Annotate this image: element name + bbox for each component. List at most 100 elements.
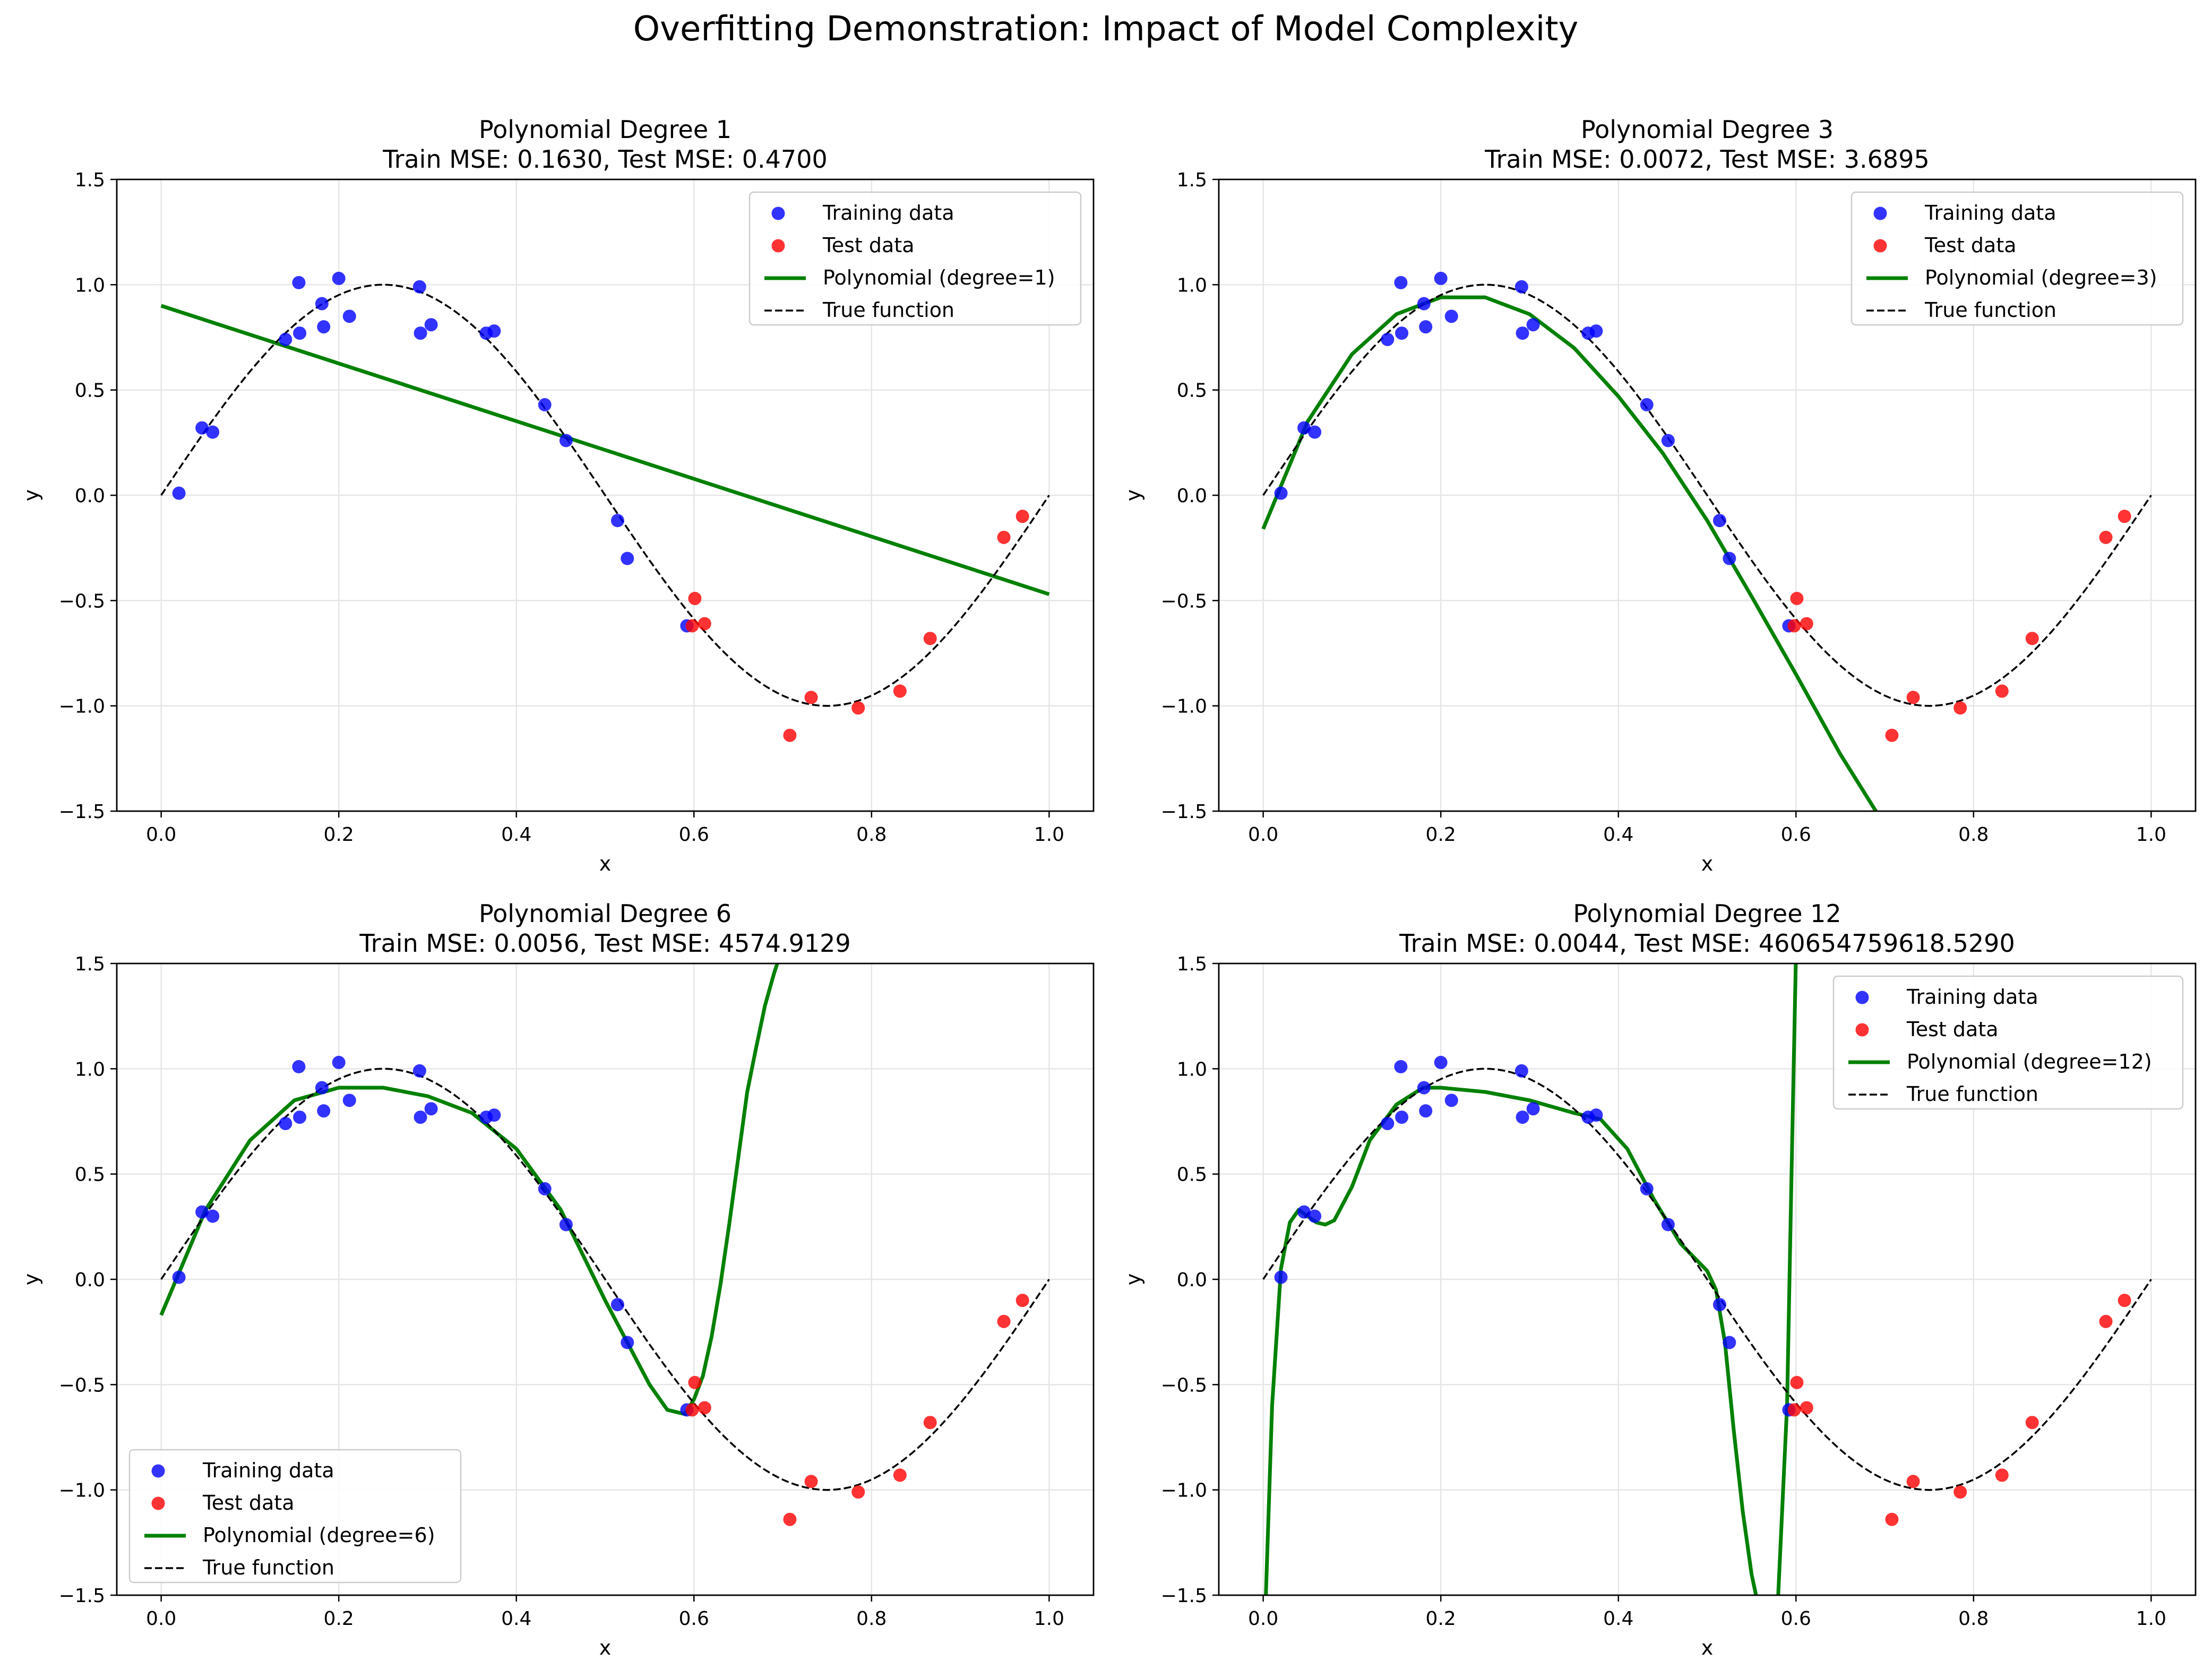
test-data-point <box>1953 1485 1967 1499</box>
legend-label: True function <box>1924 298 2056 322</box>
y-tick-label: 0.0 <box>75 1269 105 1291</box>
training-data-point <box>1419 320 1433 334</box>
training-data-point <box>292 1060 306 1073</box>
test-data-point <box>1015 510 1029 523</box>
y-tick-label: −0.5 <box>59 1374 105 1396</box>
polynomial-fit-line <box>160 304 1050 596</box>
x-axis-label: x <box>599 1636 612 1659</box>
x-tick-label: 0.2 <box>324 824 354 846</box>
test-data-point <box>893 1468 907 1482</box>
legend-label: True function <box>202 1556 334 1579</box>
training-data-point <box>1394 1060 1408 1073</box>
true-function-line <box>160 1068 1050 1491</box>
legend-test-marker <box>1855 1023 1869 1037</box>
legend-box <box>748 191 1082 326</box>
training-data-point <box>1381 332 1395 346</box>
plot-area <box>1262 963 2152 1595</box>
training-data-point <box>279 1116 292 1130</box>
y-tick-label: 1.0 <box>75 274 105 296</box>
ticks: 0.0 0.2 0.4 0.6 0.8 1.0 −1.5 −1.0 −0.5 0.0 0.5 1.0 1… <box>59 169 1064 846</box>
x-tick-label: 0.6 <box>1781 1608 1811 1630</box>
training-data-point <box>315 297 329 311</box>
training-data-point <box>1514 1064 1528 1078</box>
training-data-point <box>1274 486 1288 500</box>
training-data-point <box>621 1336 634 1349</box>
legend: Training data Test data Polynomial (degree… <box>1850 191 2184 326</box>
training-data-point <box>621 552 634 565</box>
test-data-point <box>923 632 937 646</box>
legend-label: Polynomial (degree=3) <box>1925 266 2157 289</box>
test-data-point <box>688 1375 702 1389</box>
y-tick-label: −1.0 <box>59 696 105 718</box>
training-data-point <box>414 326 427 340</box>
test-data-point <box>2025 632 2039 646</box>
legend-label: Training data <box>1924 201 2056 225</box>
test-data-point <box>1787 619 1801 633</box>
y-tick-label: 0.0 <box>1177 485 1207 507</box>
legend-label: True function <box>822 298 954 322</box>
subplot-1: 0.0 0.2 0.4 0.6 0.8 1.0 −1.5 −1.0 −0.5 0.0 0.5 1.0 1… <box>20 115 1095 875</box>
true-function-line <box>160 283 1050 707</box>
training-data-point <box>1712 1298 1726 1312</box>
test-data-point <box>685 1403 699 1417</box>
training-data-point <box>1589 324 1603 338</box>
x-tick-label: 0.6 <box>1781 824 1811 846</box>
y-tick-label: −0.5 <box>1161 590 1207 612</box>
y-tick-label: −1.0 <box>1161 696 1207 718</box>
test-data-point <box>2118 510 2131 523</box>
test-data-point <box>1906 691 1920 704</box>
training-data-point <box>1297 421 1311 435</box>
training-data-point <box>1516 326 1529 340</box>
training-data-point <box>206 425 220 439</box>
test-data-point <box>851 1485 865 1499</box>
training-data-point <box>1381 1116 1395 1130</box>
test-data-point <box>2099 530 2113 544</box>
x-tick-label: 0.0 <box>146 1608 176 1630</box>
training-data-point <box>538 398 552 411</box>
training-data-point <box>1274 1270 1288 1284</box>
training-data-point <box>195 1205 209 1219</box>
test-data-point <box>688 591 702 605</box>
polynomial-fit-line <box>1261 295 1878 811</box>
training-data-point <box>487 1108 501 1122</box>
training-data-point <box>315 1081 329 1095</box>
x-tick-label: 0.4 <box>1603 1608 1633 1630</box>
training-data-point <box>342 1094 356 1107</box>
training-data-point <box>412 280 426 294</box>
test-data-point <box>923 1416 937 1430</box>
y-tick-label: −1.5 <box>59 1585 105 1607</box>
test-data-point <box>1790 1375 1804 1389</box>
test-data-point <box>783 1512 797 1526</box>
training-data-point <box>172 1270 186 1284</box>
training-data-point <box>1640 1182 1654 1195</box>
y-tick-label: −0.5 <box>59 590 105 612</box>
test-data-point <box>851 701 865 715</box>
x-tick-label: 1.0 <box>1034 824 1064 846</box>
training-data-point <box>1434 271 1448 285</box>
legend-training-marker <box>1855 991 1869 1004</box>
test-data-point <box>997 1314 1011 1328</box>
legend-test-marker <box>771 239 785 253</box>
test-data-point <box>1906 1475 1920 1488</box>
legend: Training data Test data Polynomial (degree… <box>748 191 1082 326</box>
test-data-point <box>1787 1403 1801 1417</box>
x-tick-label: 1.0 <box>2136 824 2166 846</box>
legend-label: True function <box>1906 1082 2038 1106</box>
plot-area <box>1261 271 2152 811</box>
test-data-point <box>804 691 818 704</box>
training-data-point <box>1444 309 1458 323</box>
legend-label: Training data <box>822 201 954 225</box>
training-data-point <box>412 1064 426 1078</box>
training-data-point <box>332 1055 346 1069</box>
x-tick-label: 0.0 <box>146 824 176 846</box>
test-data-point <box>1995 1468 2009 1482</box>
legend: Training data Test data Polynomial (degree… <box>128 1449 462 1584</box>
training-data-point <box>1723 1336 1736 1349</box>
test-data-point <box>893 684 907 698</box>
test-data-point <box>1790 591 1804 605</box>
y-tick-label: 0.5 <box>75 1164 105 1186</box>
training-data-point <box>424 1102 438 1116</box>
training-data-point <box>1516 1111 1529 1124</box>
training-data-point <box>195 421 209 435</box>
subplot-4: 0.0 0.2 0.4 0.6 0.8 1.0 −1.5 −1.0 −0.5 0.0 0.5 1.0 1… <box>1122 899 2197 1659</box>
